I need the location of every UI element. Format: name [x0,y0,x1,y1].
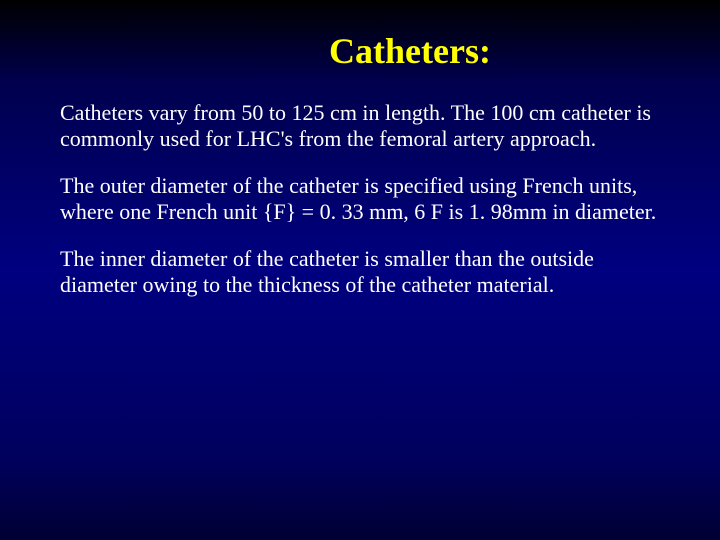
paragraph-2: The outer diameter of the catheter is sp… [60,173,660,226]
slide-title: Catheters: [160,30,660,72]
paragraph-3: The inner diameter of the catheter is sm… [60,246,660,299]
paragraph-1: Catheters vary from 50 to 125 cm in leng… [60,100,660,153]
slide-container: Catheters: Catheters vary from 50 to 125… [0,0,720,540]
